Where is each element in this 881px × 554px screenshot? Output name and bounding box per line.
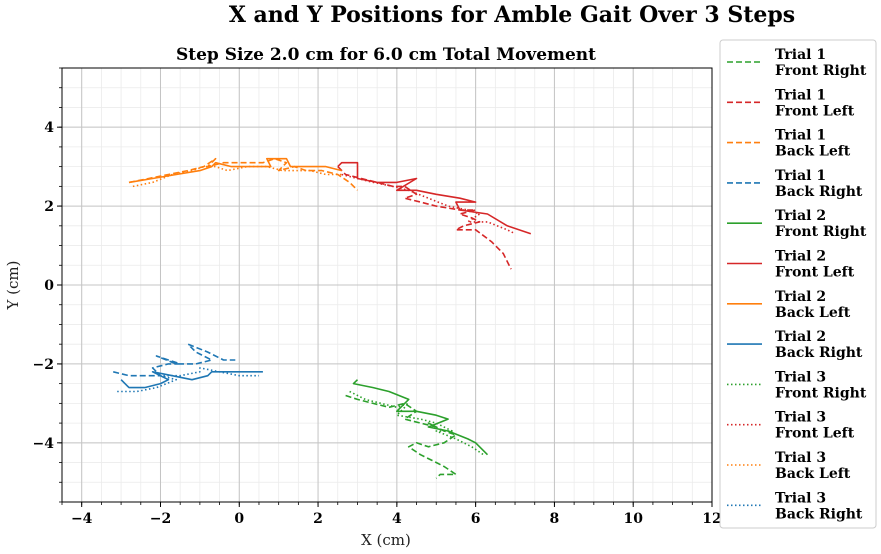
legend-label-3: Trial 1 Back Left — [775, 128, 851, 160]
x-tick-label: 0 — [234, 511, 244, 527]
legend-label-10: Trial 3 Front Left — [775, 410, 855, 442]
legend-label-5: Trial 2 Front Right — [775, 208, 867, 240]
x-tick-label: 12 — [702, 511, 721, 527]
series-line-4 — [113, 343, 236, 377]
y-axis-label: Y (cm) — [4, 261, 22, 311]
legend-label-2: Trial 1 Front Left — [775, 87, 855, 119]
legend-label-8: Trial 2 Back Right — [775, 329, 863, 361]
x-tick-label: 4 — [392, 511, 402, 527]
y-tick-label: 0 — [44, 278, 54, 294]
axes-title: Step Size 2.0 cm for 6.0 cm Total Moveme… — [176, 45, 596, 65]
legend: Trial 1 Front Right Trial 1 Front Left Trial… — [719, 39, 877, 529]
x-tick-label: −2 — [150, 511, 171, 527]
series-line-5 — [352, 379, 489, 456]
series-line-3 — [128, 157, 359, 191]
legend-label-11: Trial 3 Back Left — [775, 450, 851, 482]
legend-label-12: Trial 3 Back Right — [775, 490, 863, 522]
major-grid — [62, 68, 713, 502]
x-tick-label: −4 — [71, 511, 93, 527]
axis-ticks: −4 −2 0 2 4 6 8 10 12 −4 −2 0 2 4 — [33, 67, 722, 527]
legend-label-4: Trial 1 Back Right — [775, 168, 863, 200]
x-tick-label: 8 — [550, 511, 560, 527]
series-line-1 — [345, 394, 457, 479]
y-tick-label: 2 — [44, 199, 54, 215]
series-line-7 — [128, 157, 342, 184]
legend-items: Trial 1 Front Right Trial 1 Front Left Trial… — [727, 47, 867, 522]
series-line-2 — [337, 166, 512, 270]
plot-area: −4 −2 0 2 4 6 8 10 12 −4 −2 0 2 4 — [33, 67, 722, 527]
series-line-12 — [117, 367, 259, 393]
series-line-6 — [337, 161, 532, 235]
x-axis-label: X (cm) — [361, 531, 411, 549]
series-lines — [113, 157, 532, 479]
y-tick-label: −2 — [33, 357, 54, 373]
legend-label-7: Trial 2 Back Left — [775, 289, 851, 321]
legend-label-6: Trial 2 Front Left — [775, 249, 855, 281]
figure-suptitle: X and Y Positions for Amble Gait Over 3 … — [229, 2, 795, 28]
y-tick-label: 4 — [44, 120, 54, 136]
series-line-10 — [341, 173, 516, 235]
series-line-11 — [132, 165, 342, 188]
y-tick-label: −4 — [33, 436, 55, 452]
legend-label-9: Trial 3 Front Right — [775, 369, 867, 401]
x-tick-label: 10 — [623, 511, 643, 527]
x-tick-label: 2 — [313, 511, 323, 527]
x-tick-label: 6 — [471, 511, 481, 527]
legend-label-1: Trial 1 Front Right — [775, 47, 867, 79]
legend-box — [719, 39, 877, 529]
